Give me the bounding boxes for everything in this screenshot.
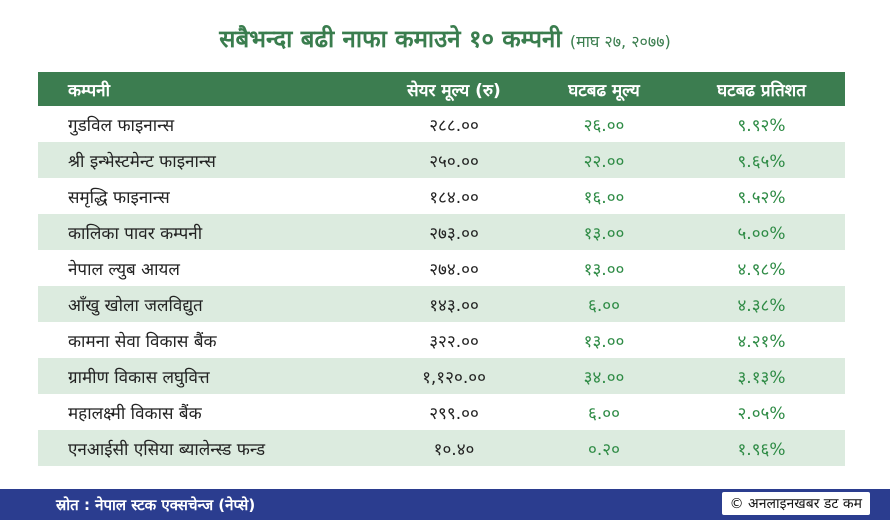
- table-row: ग्रामीण विकास लघुवित्त १,१२०.०० ३४.०० ३.…: [38, 358, 845, 394]
- table-row: आँखु खोला जलविद्युत १४३.०० ६.०० ४.३८%: [38, 286, 845, 322]
- share-price: १८४.००: [429, 187, 479, 208]
- change-value: १३.००: [583, 223, 625, 244]
- table-row: श्री इन्भेस्टमेन्ट फाइनान्स २५०.०० २२.००…: [38, 142, 845, 178]
- change-percent: ५.००%: [737, 223, 786, 244]
- share-price: २५०.००: [429, 151, 479, 172]
- change-percent: ४.३८%: [737, 295, 786, 316]
- change-percent: २.०५%: [737, 403, 786, 424]
- header-change-percent: घटबढ प्रतिशत: [717, 80, 806, 101]
- company-name: गुडविल फाइनान्स: [68, 115, 175, 136]
- change-percent: ९.५२%: [737, 187, 786, 208]
- company-name: आँखु खोला जलविद्युत: [68, 295, 203, 316]
- page-title: सबैभन्दा बढी नाफा कमाउने १० कम्पनी (माघ …: [0, 22, 890, 55]
- change-percent: ९.६५%: [737, 151, 786, 172]
- company-name: कालिका पावर कम्पनी: [68, 223, 203, 244]
- share-price: १४३.००: [429, 295, 479, 316]
- change-value: १३.००: [583, 259, 625, 280]
- change-percent: ४.९८%: [737, 259, 786, 280]
- share-price: २९९.००: [429, 403, 479, 424]
- table-row: महालक्ष्मी विकास बैंक २९९.०० ६.०० २.०५%: [38, 394, 845, 430]
- company-name: महालक्ष्मी विकास बैंक: [68, 403, 202, 424]
- change-value: ३४.००: [583, 367, 625, 388]
- table-row: नेपाल ल्युब आयल २७४.०० १३.०० ४.९८%: [38, 250, 845, 286]
- share-price: १,१२०.००: [422, 367, 486, 388]
- change-percent: ९.९२%: [737, 115, 786, 136]
- change-value: ६.००: [588, 295, 620, 316]
- change-percent: ३.१३%: [737, 367, 786, 388]
- company-name: श्री इन्भेस्टमेन्ट फाइनान्स: [68, 151, 216, 172]
- company-name: ग्रामीण विकास लघुवित्त: [68, 367, 210, 388]
- change-value: १६.००: [583, 187, 625, 208]
- top-companies-table: कम्पनी सेयर मूल्य (रु) घटबढ मूल्य घटबढ प…: [38, 72, 845, 466]
- header-company: कम्पनी: [68, 80, 110, 101]
- credit-badge: © अनलाइनखबर डट कम: [721, 492, 870, 515]
- change-value: १३.००: [583, 331, 625, 352]
- share-price: १०.४०: [433, 439, 475, 460]
- share-price: २७३.००: [429, 223, 479, 244]
- company-name: नेपाल ल्युब आयल: [68, 259, 180, 280]
- table-row: कामना सेवा विकास बैंक ३२२.०० १३.०० ४.२१%: [38, 322, 845, 358]
- change-value: २२.००: [583, 151, 625, 172]
- table-row: एनआईसी एसिया ब्यालेन्स्ड फन्ड १०.४० ०.२०…: [38, 430, 845, 466]
- share-price: ३२२.००: [429, 331, 479, 352]
- source-text: स्रोत : नेपाल स्टक एक्सचेन्ज (नेप्से): [56, 496, 256, 514]
- footer-bar: स्रोत : नेपाल स्टक एक्सचेन्ज (नेप्से) © …: [0, 489, 890, 520]
- share-price: २८८.००: [429, 115, 479, 136]
- table-row: कालिका पावर कम्पनी २७३.०० १३.०० ५.००%: [38, 214, 845, 250]
- header-change-value: घटबढ मूल्य: [568, 80, 640, 101]
- header-share-price: सेयर मूल्य (रु): [407, 80, 501, 101]
- change-percent: ४.२१%: [737, 331, 786, 352]
- company-name: कामना सेवा विकास बैंक: [68, 331, 217, 352]
- change-value: ६.००: [588, 403, 620, 424]
- table-header: कम्पनी सेयर मूल्य (रु) घटबढ मूल्य घटबढ प…: [38, 72, 845, 106]
- title-date: (माघ २७, २०७७): [569, 32, 671, 51]
- change-value: ०.२०: [588, 439, 620, 460]
- table-row: समृद्धि फाइनान्स १८४.०० १६.०० ९.५२%: [38, 178, 845, 214]
- company-name: एनआईसी एसिया ब्यालेन्स्ड फन्ड: [68, 439, 266, 460]
- change-value: २६.००: [583, 115, 625, 136]
- share-price: २७४.००: [429, 259, 479, 280]
- company-name: समृद्धि फाइनान्स: [68, 187, 170, 208]
- change-percent: १.९६%: [737, 439, 786, 460]
- table-row: गुडविल फाइनान्स २८८.०० २६.०० ९.९२%: [38, 106, 845, 142]
- title-main: सबैभन्दा बढी नाफा कमाउने १० कम्पनी: [219, 25, 562, 53]
